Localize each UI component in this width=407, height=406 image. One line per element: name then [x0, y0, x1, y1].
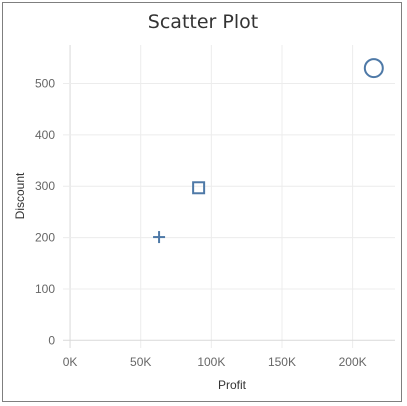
y-tick-label: 300	[35, 179, 55, 193]
chart-title: Scatter Plot	[148, 11, 258, 33]
data-point-square	[192, 181, 206, 195]
y-tick-label: 400	[35, 128, 55, 142]
y-tick-label: 200	[35, 231, 55, 245]
y-axis-label: Discount	[13, 172, 27, 219]
x-tick-label: 50K	[130, 355, 151, 369]
data-points	[153, 58, 384, 244]
x-tick-label: 0K	[63, 355, 78, 369]
y-axis-ticks: 0 100 200 300 400 500	[35, 77, 55, 348]
chart-frame	[2, 2, 402, 402]
x-tick-label: 150K	[268, 355, 296, 369]
grid	[63, 45, 395, 348]
x-axis-ticks: 0K 50K 100K 150K 200K	[63, 355, 367, 369]
y-tick-label: 100	[35, 282, 55, 296]
x-axis-label: Profit	[218, 378, 247, 392]
data-point-circle	[363, 58, 384, 79]
x-tick-label: 100K	[197, 355, 225, 369]
x-tick-label: 200K	[339, 355, 367, 369]
data-point-plus	[153, 231, 166, 244]
y-tick-label: 0	[48, 333, 55, 347]
y-tick-label: 500	[35, 77, 55, 91]
